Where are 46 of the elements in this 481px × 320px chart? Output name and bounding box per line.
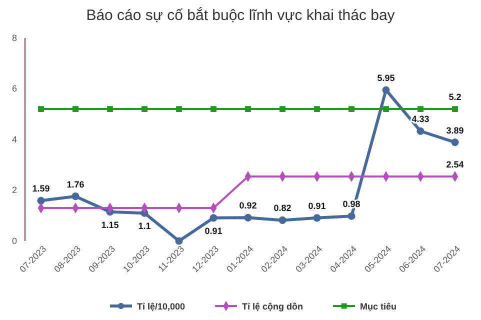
point [452, 106, 458, 112]
point [210, 214, 218, 222]
data-label: 4.33 [412, 114, 430, 124]
point [176, 106, 182, 112]
data-label: 5.2 [448, 92, 462, 102]
point [314, 106, 320, 112]
legend-label: Tỉ lệ cộng dồn [242, 302, 304, 312]
chart-title: Báo cáo sự cố bắt buộc lĩnh vực khai thác bay [86, 6, 396, 24]
point [418, 106, 424, 112]
data-label: 3.89 [446, 125, 464, 136]
data-label: 1.76 [66, 179, 84, 190]
point [382, 86, 390, 94]
point [37, 196, 45, 204]
data-label: 0.82 [274, 203, 292, 214]
point [278, 216, 286, 224]
y-tick-label: 8 [12, 32, 17, 43]
point [280, 106, 286, 112]
y-tick-label: 2 [12, 185, 17, 196]
data-label: 1.1 [138, 221, 151, 232]
point [38, 106, 44, 112]
y-tick-label: 4 [12, 134, 17, 144]
point [72, 106, 78, 112]
data-label: 1.59 [32, 184, 50, 194]
point [383, 106, 389, 112]
point [107, 106, 113, 112]
point [313, 214, 321, 222]
legend-label: Mục tiêu [360, 302, 397, 312]
y-tick-label: 0 [12, 236, 17, 246]
data-label: 5.95 [377, 73, 395, 84]
data-label: 0.91 [308, 200, 326, 211]
point [451, 138, 459, 146]
y-tick-label: 6 [12, 84, 17, 94]
point [142, 106, 148, 112]
point [210, 106, 216, 112]
point [72, 192, 80, 200]
point [244, 214, 252, 222]
point [348, 212, 356, 220]
data-label: 0.91 [204, 226, 222, 236]
data-label: 1.15 [101, 220, 119, 230]
point [245, 106, 251, 112]
point [348, 106, 354, 112]
point [416, 127, 424, 135]
data-label: 2.54 [446, 160, 464, 170]
legend-label: Tỉ lệ/10,000 [137, 302, 186, 312]
data-label: 0.92 [239, 200, 257, 211]
point [175, 237, 183, 245]
